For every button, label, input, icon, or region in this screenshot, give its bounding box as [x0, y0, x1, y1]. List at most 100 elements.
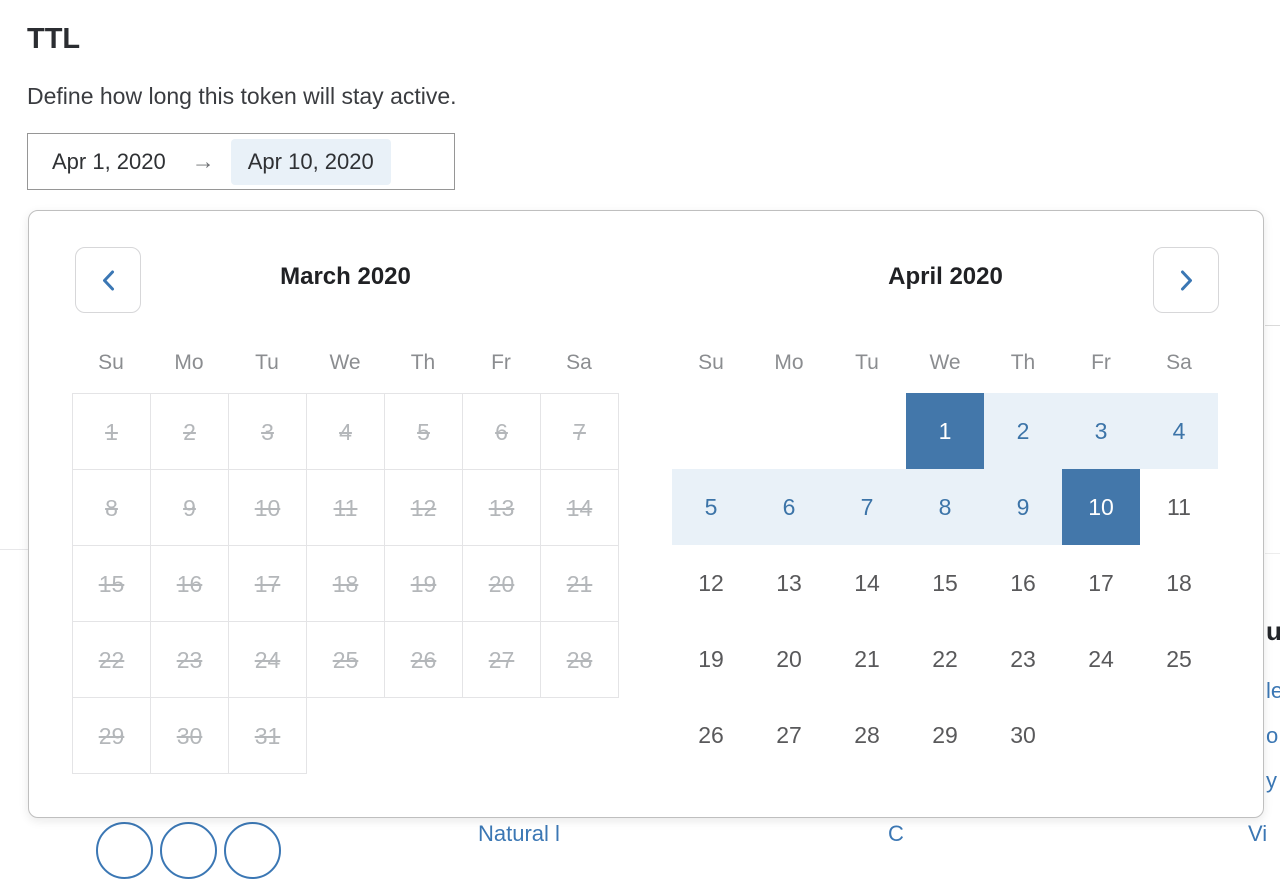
day-march-19: 19	[384, 545, 463, 622]
day-april-12[interactable]: 12	[698, 570, 724, 596]
day-april-21[interactable]: 21	[854, 646, 880, 672]
empty-day-cell	[306, 697, 385, 774]
day-grid: 1 2 3 4 5 6 7 8 9 10 11 12 13 14 15 16 17 18 19 20 21 22 23 24 2…	[672, 393, 1218, 773]
weekday-label: Mo	[774, 351, 804, 374]
empty-day-cell	[462, 697, 541, 774]
day-march-3: 3	[228, 393, 307, 470]
day-april-7[interactable]: 7	[828, 469, 906, 545]
day-april-2[interactable]: 2	[984, 393, 1062, 469]
day-march-10: 10	[228, 469, 307, 546]
day-march-5: 5	[384, 393, 463, 470]
day-april-29[interactable]: 29	[932, 722, 958, 748]
clipped-heading-fragment: u	[1266, 616, 1280, 646]
day-march-31: 31	[228, 697, 307, 774]
empty-day-cell	[1140, 697, 1218, 773]
day-april-22[interactable]: 22	[932, 646, 958, 672]
day-march-17: 17	[228, 545, 307, 622]
day-april-6[interactable]: 6	[750, 469, 828, 545]
day-march-14: 14	[540, 469, 619, 546]
day-march-30: 30	[150, 697, 229, 774]
weekday-label: Tu	[855, 351, 879, 374]
day-march-29: 29	[72, 697, 151, 774]
day-april-3[interactable]: 3	[1062, 393, 1140, 469]
weekday-label: Sa	[1166, 351, 1192, 374]
weekday-label: We	[929, 351, 961, 374]
day-april-15[interactable]: 15	[932, 570, 958, 596]
weekday-label: Th	[1010, 351, 1036, 374]
page-divider-left	[0, 549, 28, 550]
day-april-25[interactable]: 25	[1166, 646, 1192, 672]
day-march-13: 13	[462, 469, 541, 546]
day-april-17[interactable]: 17	[1088, 570, 1114, 596]
clipped-link-fragment[interactable]: Vi	[1248, 821, 1268, 846]
arrow-right-icon: →	[191, 148, 215, 174]
weekday-label: Su	[698, 351, 724, 374]
page-divider-right-mid	[1265, 553, 1280, 554]
day-april-26[interactable]: 26	[698, 722, 724, 748]
weekday-header: Su Mo Tu We Th Fr Sa	[72, 351, 618, 375]
day-april-24[interactable]: 24	[1088, 646, 1114, 672]
prev-month-button[interactable]	[75, 247, 141, 313]
day-april-4[interactable]: 4	[1140, 393, 1218, 469]
day-march-2: 2	[150, 393, 229, 470]
start-date-value[interactable]: Apr 1, 2020	[52, 148, 166, 174]
clipped-link-fragment[interactable]: o	[1266, 723, 1279, 748]
day-april-23[interactable]: 23	[1010, 646, 1036, 672]
clipped-link-fragment[interactable]: C	[888, 821, 904, 846]
day-march-26: 26	[384, 621, 463, 698]
day-april-13[interactable]: 13	[776, 570, 802, 596]
empty-day-cell	[750, 393, 828, 469]
step-circle[interactable]	[160, 822, 217, 879]
step-circles	[96, 822, 281, 879]
empty-day-cell	[672, 393, 750, 469]
date-range-picker-popup: March 2020 Su Mo Tu We Th Fr Sa 1 2 3 4 5 6 7 8 9 10 11 1…	[28, 210, 1264, 818]
day-march-6: 6	[462, 393, 541, 470]
day-march-15: 15	[72, 545, 151, 622]
day-march-23: 23	[150, 621, 229, 698]
day-april-11[interactable]: 11	[1167, 494, 1191, 520]
clipped-link-fragment[interactable]: le	[1266, 678, 1280, 703]
weekday-label: Tu	[255, 351, 279, 374]
clipped-link-fragment[interactable]: Natural l	[478, 821, 560, 846]
page-divider-right-top	[1265, 325, 1280, 326]
day-march-24: 24	[228, 621, 307, 698]
weekday-label: Th	[410, 351, 436, 374]
day-april-20[interactable]: 20	[776, 646, 802, 672]
weekday-label: Fr	[1091, 351, 1111, 374]
day-march-7: 7	[540, 393, 619, 470]
day-april-9[interactable]: 9	[984, 469, 1062, 545]
chevron-right-icon	[1180, 270, 1192, 290]
day-april-28[interactable]: 28	[854, 722, 880, 748]
end-date-value[interactable]: Apr 10, 2020	[230, 138, 391, 185]
day-march-28: 28	[540, 621, 619, 698]
day-march-18: 18	[306, 545, 385, 622]
day-april-16[interactable]: 16	[1010, 570, 1036, 596]
next-month-button[interactable]	[1153, 247, 1219, 313]
day-march-12: 12	[384, 469, 463, 546]
day-april-30[interactable]: 30	[1010, 722, 1036, 748]
day-march-9: 9	[150, 469, 229, 546]
day-april-1[interactable]: 1	[906, 393, 984, 469]
clipped-link-fragment[interactable]: y	[1266, 768, 1277, 793]
weekday-label: We	[329, 351, 361, 374]
empty-day-cell	[1062, 697, 1140, 773]
day-march-21: 21	[540, 545, 619, 622]
day-april-10[interactable]: 10	[1062, 469, 1140, 545]
day-april-27[interactable]: 27	[776, 722, 802, 748]
day-april-8[interactable]: 8	[906, 469, 984, 545]
day-april-5[interactable]: 5	[672, 469, 750, 545]
step-circle[interactable]	[96, 822, 153, 879]
weekday-label: Sa	[566, 351, 592, 374]
step-circle[interactable]	[224, 822, 281, 879]
day-april-18[interactable]: 18	[1166, 570, 1192, 596]
date-range-input[interactable]: Apr 1, 2020 → Apr 10, 2020	[27, 133, 455, 190]
month-title: April 2020	[888, 263, 1003, 290]
day-april-14[interactable]: 14	[854, 570, 880, 596]
day-march-1: 1	[72, 393, 151, 470]
day-april-19[interactable]: 19	[698, 646, 724, 672]
empty-day-cell	[828, 393, 906, 469]
day-march-25: 25	[306, 621, 385, 698]
day-march-4: 4	[306, 393, 385, 470]
page-title: TTL	[27, 23, 81, 55]
day-grid: 1 2 3 4 5 6 7 8 9 10 11 12 13 14 15 16 17 18 19 20 21 22 23 24 2…	[72, 393, 619, 774]
